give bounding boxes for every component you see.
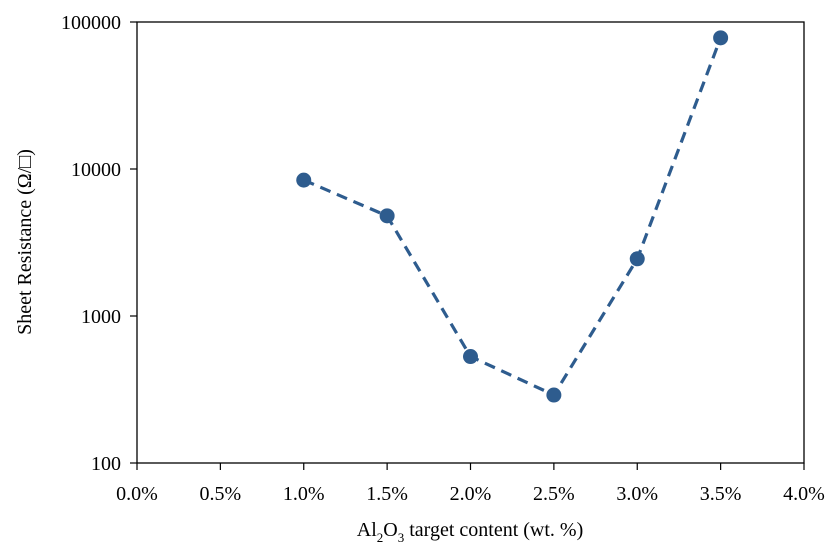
series-layer <box>296 30 729 403</box>
data-point <box>379 208 395 224</box>
data-point <box>463 349 478 365</box>
x-tick-label: 4.0% <box>783 483 825 505</box>
y-tick-label: 1000 <box>81 306 121 328</box>
x-axis-title-part: Al <box>357 519 377 541</box>
x-axis-title-subscript: 2 <box>377 530 384 545</box>
y-tick-label: 100 <box>91 453 121 475</box>
x-axis-ticks: 0.0% 0.5% 1.0% 1.5% 2.0% 2.5% 3.0% 3.5% 4.0% <box>116 463 825 505</box>
plot-border <box>136 21 805 464</box>
y-axis-title: Sheet Resistance (Ω/□) <box>14 149 36 335</box>
x-tick-label: 3.5% <box>700 483 742 505</box>
data-point <box>629 251 645 267</box>
x-tick-label: 0.5% <box>200 483 242 505</box>
y-axis-ticks: 100 1000 10000 100000 <box>61 12 137 475</box>
data-point <box>296 172 312 188</box>
x-tick-label: 1.5% <box>366 483 408 505</box>
x-tick-label: 0.0% <box>116 483 158 505</box>
series-line <box>303 37 723 397</box>
x-tick-label: 2.5% <box>533 483 575 505</box>
y-tick-label: 100000 <box>61 12 121 34</box>
x-axis-title-part: O <box>383 519 397 541</box>
x-tick-label: 2.0% <box>450 483 492 505</box>
plot-area <box>136 21 805 464</box>
x-axis-title-part: target content (wt. %) <box>404 519 583 541</box>
x-axis-title: Al2O3 target content (wt. %) <box>357 519 583 545</box>
data-point <box>713 30 729 46</box>
x-tick-label: 1.0% <box>283 483 325 505</box>
data-point <box>546 387 562 403</box>
x-tick-label: 3.0% <box>616 483 658 505</box>
y-tick-label: 10000 <box>71 159 121 181</box>
x-axis-title-subscript: 3 <box>398 530 405 545</box>
